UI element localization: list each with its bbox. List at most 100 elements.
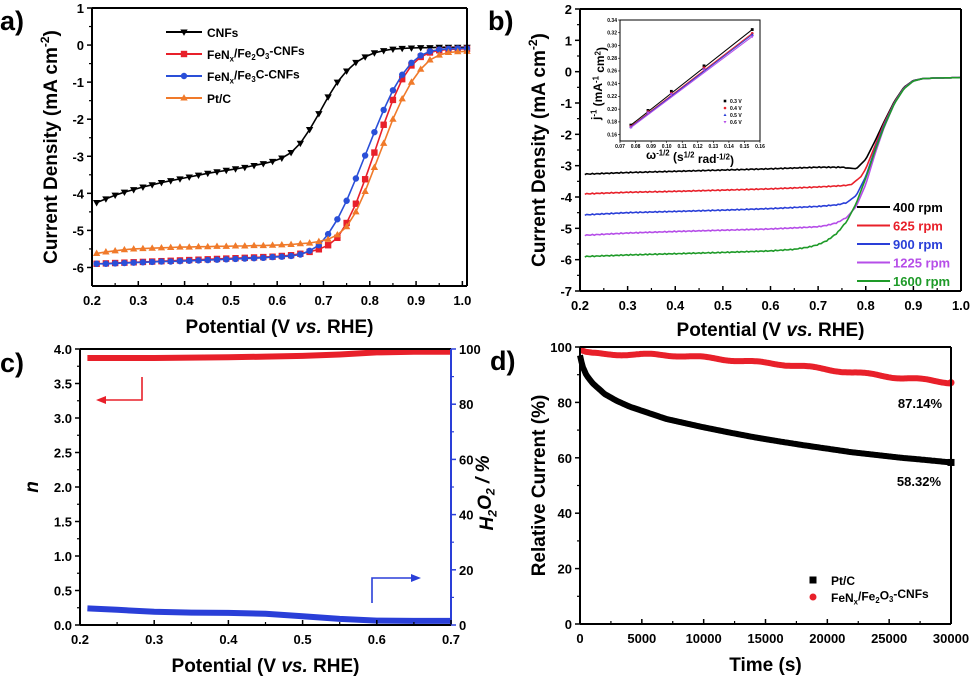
data-point xyxy=(435,51,443,58)
data-point xyxy=(750,35,754,39)
text-segment: FeN xyxy=(207,70,230,84)
data-point xyxy=(379,48,388,55)
data-point xyxy=(139,244,147,252)
data-point xyxy=(370,163,379,170)
data-point xyxy=(426,48,434,55)
data-point xyxy=(139,184,147,191)
panel-d-chart: 0 5000 10000 15000 20000 25000 30000 0 20 40 60 80 1… xyxy=(490,340,969,676)
x-tick-label: 0.7 xyxy=(442,632,460,647)
x-tick-label: 1.0 xyxy=(952,298,970,313)
legend-label: 1225 rpm xyxy=(893,256,950,271)
data-point xyxy=(750,28,754,31)
x-tick-label: 30000 xyxy=(933,631,969,646)
text-segment: vs. xyxy=(295,317,321,338)
inset-y-tick-label: 0.28 xyxy=(607,56,617,62)
x-tick-label: 5000 xyxy=(627,631,656,646)
text-segment: Pt/C xyxy=(207,92,231,106)
y-tick-label: 20 xyxy=(558,562,572,577)
text-segment: -1 xyxy=(589,109,598,117)
text-segment: Current Density (mA cm xyxy=(529,50,550,267)
data-point xyxy=(287,240,295,248)
series-line xyxy=(577,354,953,466)
data-point xyxy=(213,256,221,263)
series-FeNx/Fe2O3-CNFs xyxy=(578,346,955,387)
y-axis-title: Relative Current (%) xyxy=(529,395,550,577)
text-segment: -2 xyxy=(38,36,52,47)
y-tick-label: 1 xyxy=(77,1,84,16)
x-tick-label: 0.8 xyxy=(361,293,379,308)
text-segment: vs. xyxy=(786,320,812,341)
text-segment: /Fe xyxy=(234,47,252,61)
x-tick-label: 0.2 xyxy=(71,632,89,647)
y-tick-label: 3.5 xyxy=(54,377,72,392)
text-segment: x xyxy=(230,54,235,63)
y-tick-label: 1.5 xyxy=(54,515,72,530)
data-point xyxy=(213,242,221,249)
x-tick-label: 0.5 xyxy=(294,632,312,647)
data-point xyxy=(407,78,416,85)
axis-indicator-arrows xyxy=(96,377,421,603)
text-segment: RHE) xyxy=(308,656,360,677)
data-point xyxy=(102,196,110,203)
data-point xyxy=(379,139,388,146)
text-segment: RHE) xyxy=(813,320,865,341)
data-point xyxy=(352,208,360,215)
data-point xyxy=(102,260,110,267)
data-point xyxy=(204,256,211,264)
text-segment: -CNFs xyxy=(893,587,929,601)
data-point xyxy=(195,257,202,264)
x-tick-label: 0.9 xyxy=(407,293,425,308)
arrow-right-icon xyxy=(411,574,421,582)
series-line-400-rpm xyxy=(584,76,961,176)
text-segment: /Fe xyxy=(858,590,876,604)
y-tick-label: 0 xyxy=(565,65,572,80)
data-point xyxy=(334,216,341,223)
series-line-n xyxy=(87,348,451,361)
y-right-tick-label: 80 xyxy=(459,397,473,412)
legend-marker xyxy=(180,72,188,80)
data-point xyxy=(129,245,138,252)
x-tick-label: 10000 xyxy=(686,631,722,646)
x-tick-label: 0.8 xyxy=(857,298,875,313)
data-point xyxy=(222,242,230,249)
y-right-tick-label: 40 xyxy=(459,508,473,523)
inset-y-tick-label: 0.34 xyxy=(607,18,617,24)
data-point xyxy=(241,242,249,249)
text-segment: x xyxy=(230,76,235,85)
y-tick-label: -1 xyxy=(560,96,572,111)
legend-label: 900 rpm xyxy=(893,237,943,252)
text-segment: Potential (V xyxy=(677,320,787,341)
data-point xyxy=(129,187,138,194)
x-tick-label: 0.9 xyxy=(904,298,922,313)
series-line-1600-rpm xyxy=(584,76,961,258)
data-point xyxy=(268,158,277,166)
y-axis-title: Current Density (mA cm-2) xyxy=(526,33,550,267)
inset-legend-marker xyxy=(723,120,727,124)
inset-x-axis-title: ω-1/2 (s1/2 rad-1/2) xyxy=(646,148,734,168)
y-tick-label: -2 xyxy=(72,112,84,127)
y-tick-label: 40 xyxy=(558,506,572,521)
data-point xyxy=(157,243,166,251)
data-point xyxy=(629,126,633,130)
text-segment: -1 xyxy=(591,75,600,83)
panel-c-chart: 0.2 0.3 0.4 0.5 0.6 0.7 0.0 0.5 1.0 1.5 2.0 2.5 3.0 3… xyxy=(0,342,500,677)
text-segment: vs. xyxy=(281,656,307,677)
y-tick-label: 100 xyxy=(550,340,572,355)
data-point xyxy=(389,96,397,104)
fit-line xyxy=(630,34,753,128)
inset-chart: 0.07 0.08 0.09 0.10 0.11 0.12 0.13 0.14 0.15 0.16… xyxy=(589,18,765,168)
y-tick-label: 2.5 xyxy=(54,446,72,461)
data-point xyxy=(305,239,314,246)
inset-y-tick-label: 0.30 xyxy=(607,43,617,49)
x-tick-label: 15000 xyxy=(747,631,783,646)
x-tick-label: 20000 xyxy=(809,631,845,646)
x-tick-label: 25000 xyxy=(871,631,907,646)
panel-label-c: c) xyxy=(0,348,24,378)
data-point xyxy=(417,65,425,72)
x-tick-label: 0.3 xyxy=(129,293,147,308)
data-point xyxy=(750,32,754,36)
data-point xyxy=(361,187,369,195)
data-point xyxy=(287,252,295,260)
text-segment: ) xyxy=(595,47,609,51)
